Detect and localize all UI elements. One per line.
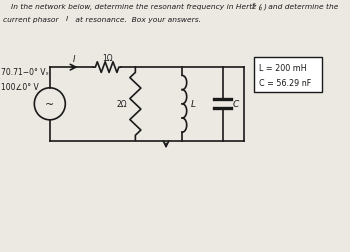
Text: L = 200 mH: L = 200 mH	[259, 64, 306, 73]
Text: L: L	[191, 100, 196, 109]
Text: ) and determine the: ) and determine the	[264, 3, 339, 10]
Text: 70.71−0° Vₓ: 70.71−0° Vₓ	[1, 68, 49, 77]
Text: o: o	[259, 6, 262, 11]
Text: ~: ~	[45, 100, 55, 109]
Text: 1Ω: 1Ω	[102, 54, 112, 62]
Text: C = 56.29 nF: C = 56.29 nF	[259, 79, 311, 88]
Text: In the network below, determine the resonant frequency in Hertz (: In the network below, determine the reso…	[11, 3, 261, 10]
Text: f: f	[252, 3, 254, 9]
Text: C: C	[233, 100, 239, 109]
Text: I: I	[66, 16, 68, 22]
Text: I: I	[72, 55, 75, 64]
Text: current phasor: current phasor	[3, 16, 61, 22]
Text: 100∠0° V: 100∠0° V	[1, 82, 39, 91]
FancyBboxPatch shape	[253, 58, 322, 92]
Text: 2Ω: 2Ω	[117, 100, 127, 109]
Text: at resonance.  Box your answers.: at resonance. Box your answers.	[73, 16, 201, 22]
